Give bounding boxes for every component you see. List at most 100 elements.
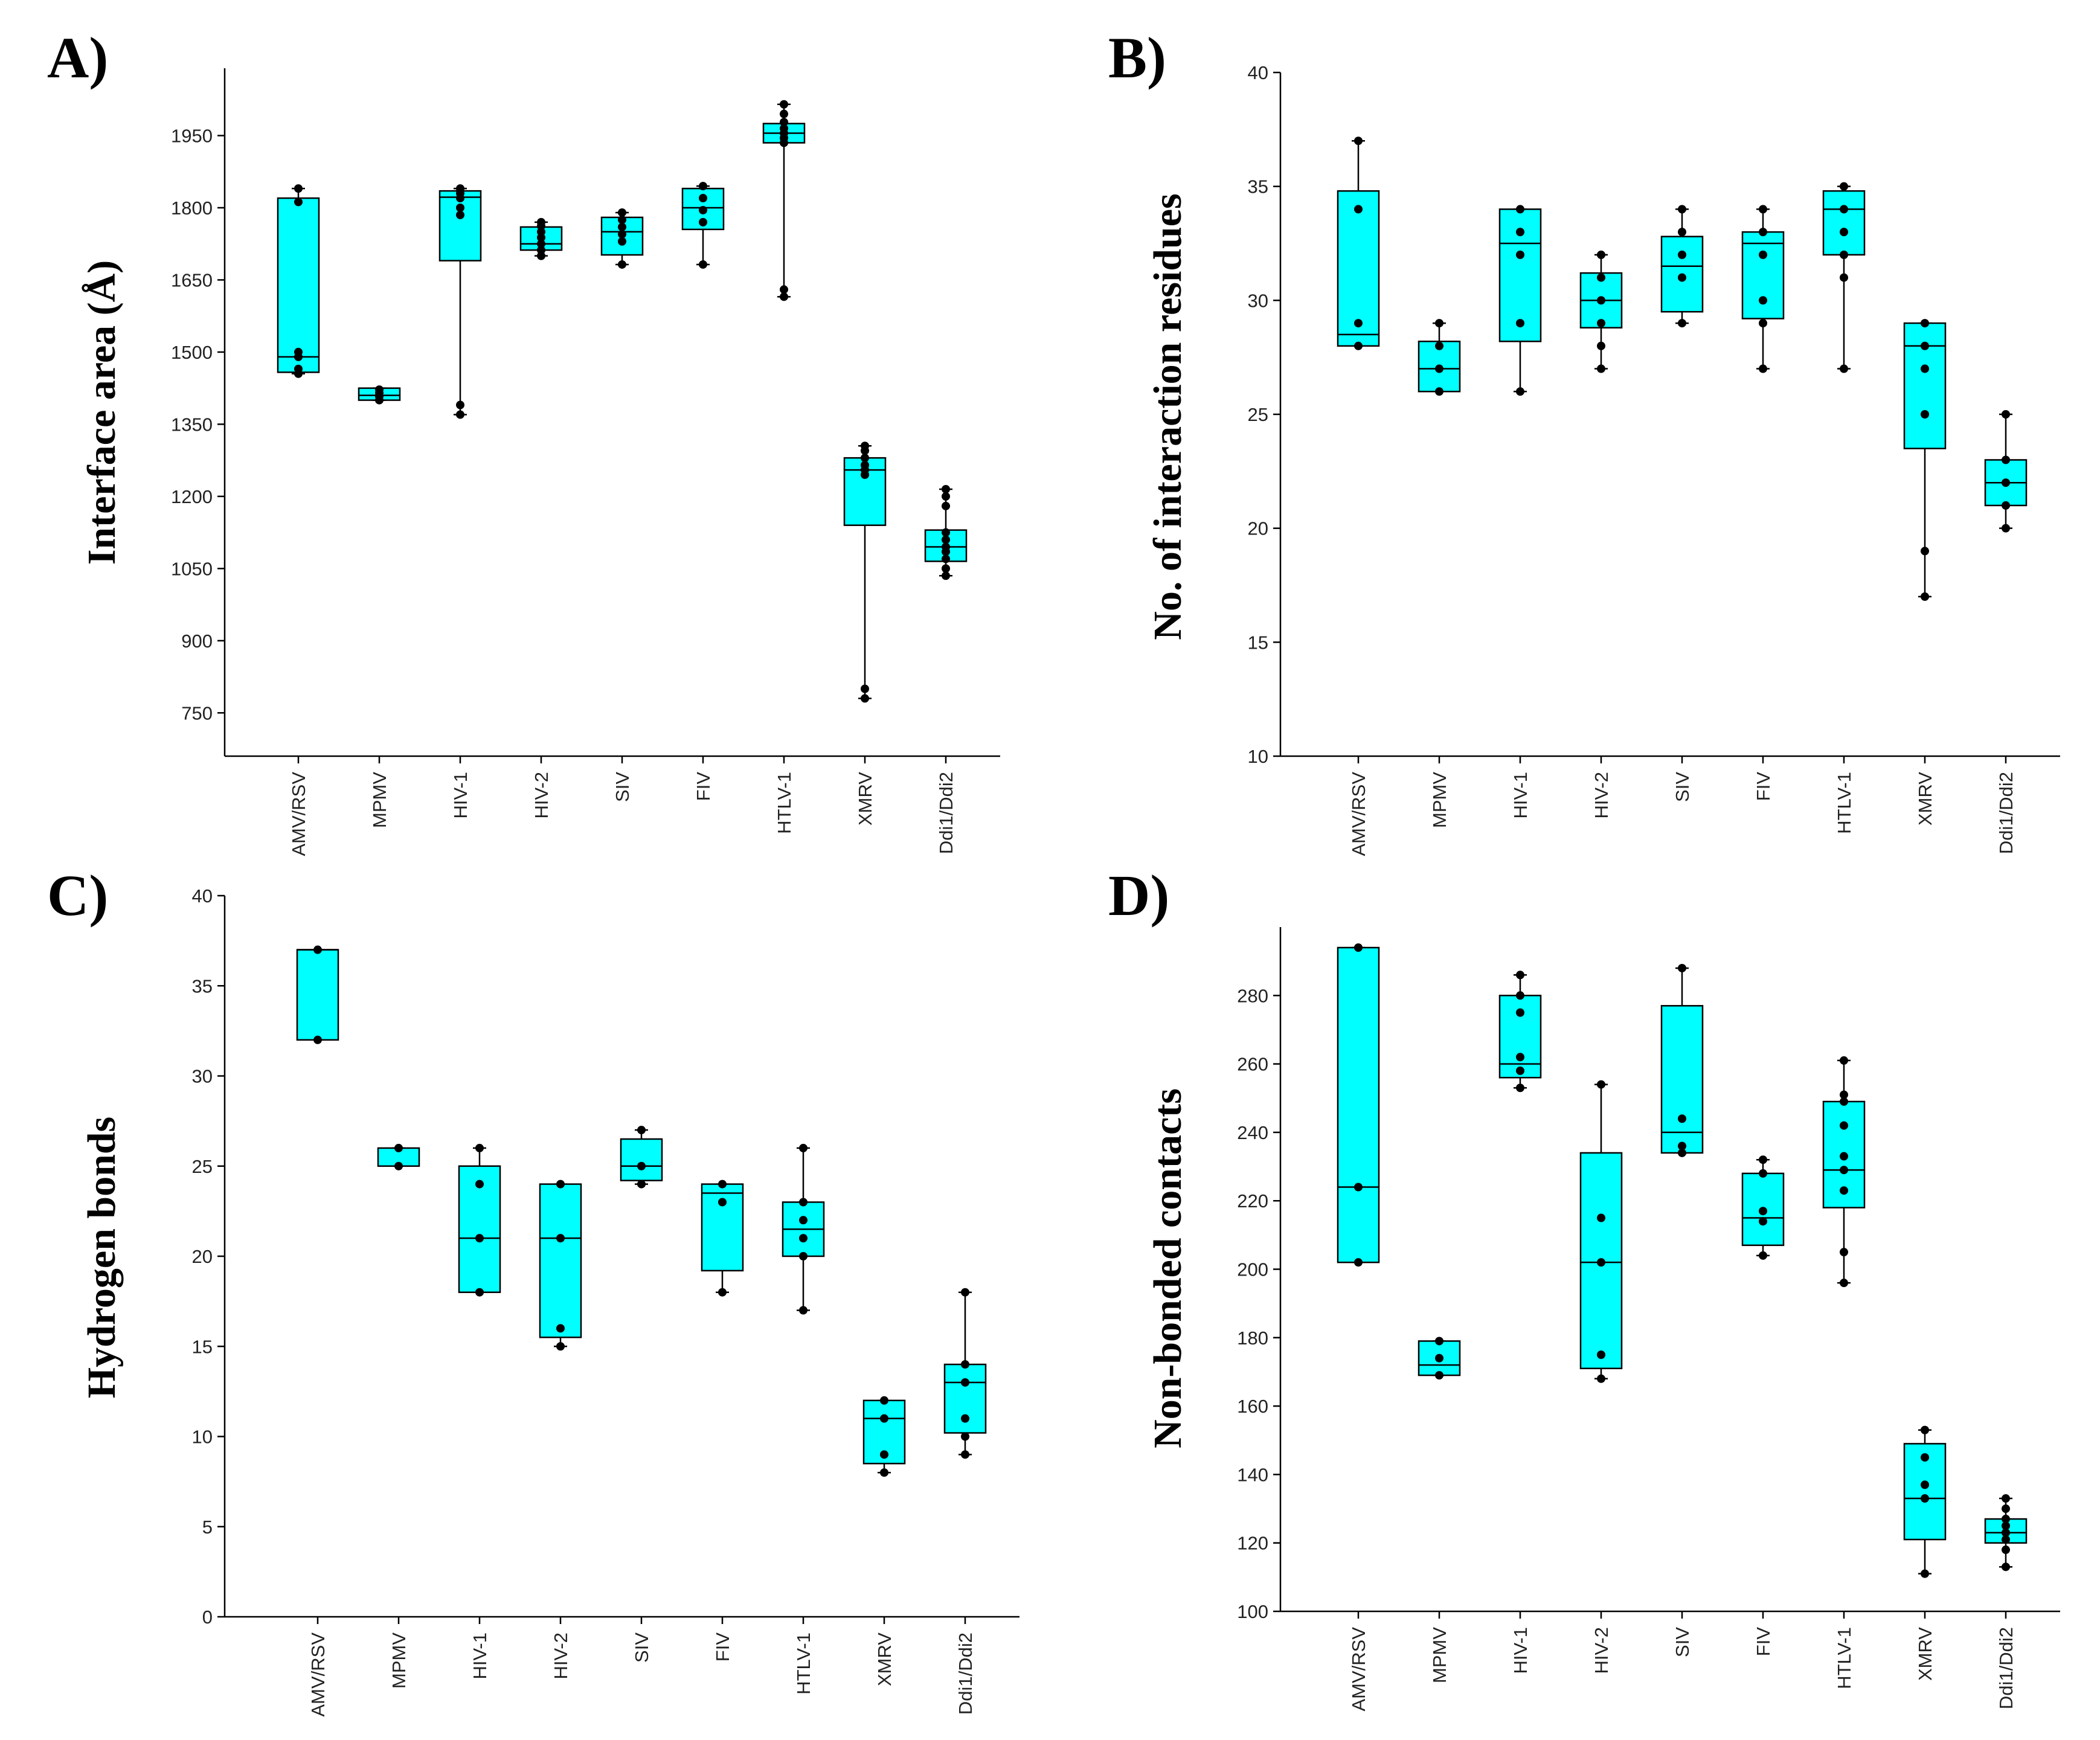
data-point: [618, 222, 626, 231]
box-xmrv: XMRV: [1903, 1425, 1947, 1681]
data-point: [1759, 319, 1767, 328]
data-point: [2002, 1528, 2010, 1537]
data-point: [780, 118, 788, 127]
data-point: [1840, 1166, 1848, 1175]
data-point: [1516, 228, 1524, 237]
iqr-box: [1822, 190, 1866, 256]
y-tick-label: 30: [192, 1066, 213, 1087]
x-tick-label: HTLV-1: [774, 772, 795, 834]
data-point: [942, 535, 950, 544]
data-point: [1516, 1008, 1524, 1017]
data-point: [637, 1161, 646, 1170]
data-point: [1597, 1350, 1605, 1360]
data-point: [1921, 1480, 1929, 1489]
data-point: [1840, 1186, 1848, 1195]
data-point: [942, 492, 950, 501]
data-point: [1516, 1083, 1524, 1093]
data-point: [1759, 1169, 1767, 1178]
x-tick-label: SIV: [631, 1632, 652, 1663]
data-point: [456, 210, 464, 219]
data-point: [780, 109, 788, 118]
x-tick-label: Ddi1/Ddi2: [955, 1632, 976, 1715]
box-xmrv: XMRV: [843, 441, 887, 826]
x-tick-label: Ddi1/Ddi2: [936, 772, 957, 854]
data-point: [942, 484, 950, 493]
box-mpmv: MPMV: [1418, 1337, 1461, 1683]
x-tick-label: SIV: [1672, 1627, 1693, 1657]
data-point: [1354, 136, 1363, 146]
data-point: [556, 1180, 565, 1189]
y-tick-label: 20: [192, 1246, 213, 1267]
data-point: [1435, 319, 1443, 328]
box-hiv-2: HIV-2: [1579, 250, 1623, 819]
data-point: [1597, 1374, 1605, 1383]
x-tick-label: HTLV-1: [1834, 772, 1855, 834]
panel-label: C): [47, 863, 108, 928]
x-tick-label: HIV-1: [1510, 772, 1531, 819]
box-mpmv: MPMV: [1418, 319, 1461, 828]
data-point: [1435, 387, 1443, 396]
iqr-box: [1741, 231, 1785, 319]
data-point: [1678, 319, 1686, 328]
x-tick-label: MPMV: [369, 772, 390, 828]
data-point: [1759, 1217, 1767, 1226]
data-point: [2002, 524, 2010, 533]
data-point: [1759, 1251, 1767, 1260]
data-point: [556, 1234, 565, 1243]
data-point: [618, 230, 626, 239]
box-siv: SIV: [600, 208, 644, 802]
data-point: [1840, 250, 1848, 259]
x-tick-label: HTLV-1: [1834, 1627, 1855, 1689]
y-tick-label: 260: [1237, 1054, 1268, 1075]
y-tick-label: 120: [1237, 1533, 1268, 1554]
data-point: [1354, 205, 1363, 214]
x-tick-label: FIV: [712, 1632, 733, 1662]
box-amv-rsv: AMV/RSV: [296, 945, 339, 1717]
box-htlv-1: HTLV-1: [782, 1143, 825, 1695]
data-point: [1759, 250, 1767, 259]
box-ddi1-ddi2: Ddi1/Ddi2: [1984, 410, 2028, 854]
data-point: [1435, 1337, 1443, 1346]
y-tick-label: 160: [1237, 1396, 1268, 1417]
data-point: [718, 1180, 727, 1189]
x-tick-label: HIV-1: [450, 772, 471, 819]
data-point: [1840, 1090, 1848, 1099]
data-point: [1597, 273, 1605, 282]
iqr-box: [620, 1138, 663, 1181]
data-point: [618, 260, 626, 269]
data-point: [1597, 1080, 1605, 1089]
data-point: [294, 197, 303, 207]
data-point: [1597, 1213, 1605, 1222]
y-tick-label: 15: [192, 1336, 213, 1357]
data-point: [699, 194, 707, 203]
data-point: [2002, 1562, 2010, 1571]
data-point: [1759, 296, 1767, 305]
box-siv: SIV: [1660, 963, 1704, 1657]
iqr-box: [296, 949, 339, 1041]
data-point: [1921, 592, 1929, 601]
data-point: [718, 1198, 727, 1207]
y-tick-label: 40: [192, 885, 213, 907]
data-point: [942, 501, 950, 510]
data-point: [799, 1216, 808, 1225]
data-point: [1435, 364, 1443, 373]
data-point: [799, 1234, 808, 1243]
x-tick-label: HIV-1: [1510, 1627, 1531, 1674]
y-tick-label: 10: [192, 1427, 213, 1448]
data-point: [1516, 250, 1524, 259]
iqr-box: [1660, 1005, 1704, 1154]
data-point: [961, 1360, 969, 1369]
data-point: [2002, 1535, 2010, 1544]
y-tick-label: 30: [1248, 290, 1268, 311]
panel-label: D): [1108, 863, 1169, 928]
y-tick-label: 40: [1248, 62, 1268, 83]
data-point: [942, 571, 950, 580]
data-point: [637, 1180, 646, 1189]
data-point: [294, 364, 303, 373]
data-point: [961, 1432, 969, 1441]
x-tick-label: SIV: [612, 772, 633, 802]
x-tick-label: Ddi1/Ddi2: [1996, 1627, 2017, 1709]
panel-b: B) No. of interaction residues 10 15 20 25 30 3…: [1108, 25, 2060, 856]
data-point: [537, 217, 545, 226]
